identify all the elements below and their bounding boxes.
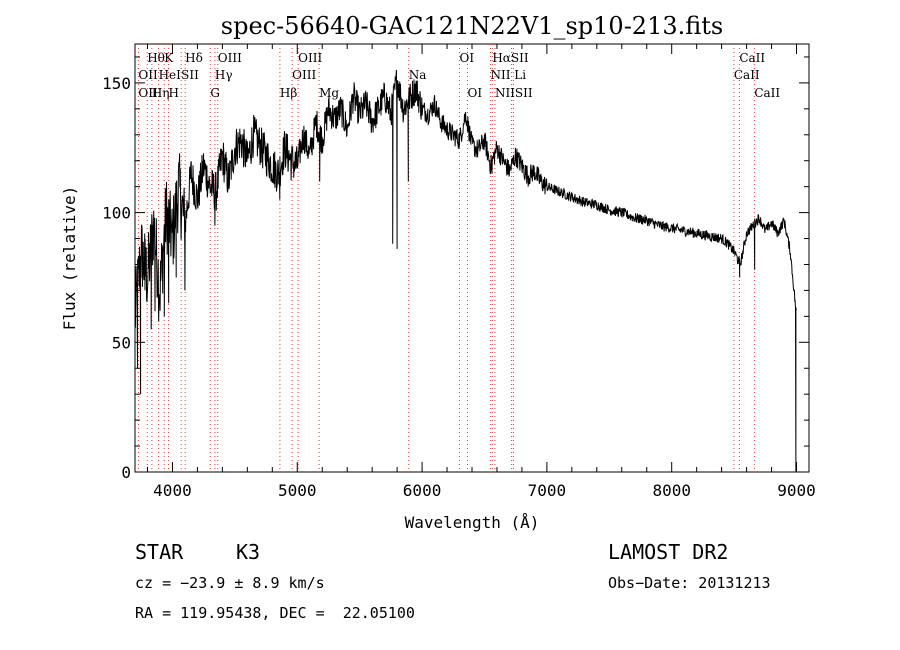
line-annotation: CaII	[739, 51, 765, 65]
y-axis: 0 50 100 150	[102, 56, 809, 482]
x-tick-label: 6000	[403, 481, 442, 500]
line-annotation: K	[164, 51, 174, 65]
y-axis-label: Flux (relative)	[60, 186, 79, 331]
x-axis-label: Wavelength (Å)	[405, 513, 540, 532]
x-tick-label: 5000	[278, 481, 317, 500]
object-class: STAR	[135, 540, 184, 564]
spectrum-line	[134, 69, 797, 473]
line-annotation: NII Li	[490, 68, 526, 82]
y-tick-label: 100	[102, 204, 131, 223]
line-annotation: NIISII	[495, 86, 533, 100]
line-annotation: G	[210, 86, 220, 100]
line-annotation: OII	[138, 86, 158, 100]
plot-frame	[134, 43, 810, 473]
object-subclass: K3	[236, 540, 261, 564]
line-annotation: OII	[138, 68, 158, 82]
line-annotation: OI	[468, 86, 483, 100]
coordinates: RA = 119.95438, DEC = 22.05100	[135, 604, 415, 622]
y-tick-label: 50	[112, 333, 131, 352]
line-annotation: H	[168, 86, 178, 100]
line-annotation: OIII	[292, 68, 316, 82]
line-annotations: Hθ K Hδ OIII OIII OI HαSII CaII OII HeI SII Hγ OIII N…	[138, 51, 780, 100]
chart-title: spec-56640-GAC121N22V1_sp10-213.fits	[221, 12, 723, 40]
line-annotation: OIII	[298, 51, 322, 65]
x-axis: 4000 5000 6000 7000 8000 9000	[146, 44, 816, 500]
line-annotation: Hθ	[147, 51, 165, 65]
line-annotation: Mg	[319, 86, 339, 100]
line-markers	[137, 44, 755, 472]
line-annotation: CaII	[734, 68, 760, 82]
line-annotation: HαSII	[492, 51, 529, 65]
line-annotation: OIII	[218, 51, 242, 65]
y-tick-label: 0	[121, 463, 131, 482]
x-tick-label: 7000	[528, 481, 567, 500]
line-annotation: SII	[181, 68, 199, 82]
survey-name: LAMOST DR2	[608, 540, 729, 564]
observation-date: Obs−Date: 20131213	[608, 574, 771, 592]
line-annotation: Hβ	[280, 86, 297, 100]
x-tick-label: 9000	[777, 481, 816, 500]
redshift-velocity: cz = −23.9 ± 8.9 km/s	[135, 574, 325, 592]
line-annotation: CaII	[754, 86, 780, 100]
x-tick-label: 4000	[153, 481, 192, 500]
line-annotation: Na	[409, 68, 427, 82]
y-tick-label: 150	[102, 74, 131, 93]
line-annotation: OI	[460, 51, 475, 65]
line-annotation: HeI	[159, 68, 182, 82]
line-annotation: Hη	[152, 86, 170, 100]
line-annotation: Hδ	[185, 51, 203, 65]
line-annotation: Hγ	[215, 68, 233, 82]
x-tick-label: 8000	[652, 481, 691, 500]
